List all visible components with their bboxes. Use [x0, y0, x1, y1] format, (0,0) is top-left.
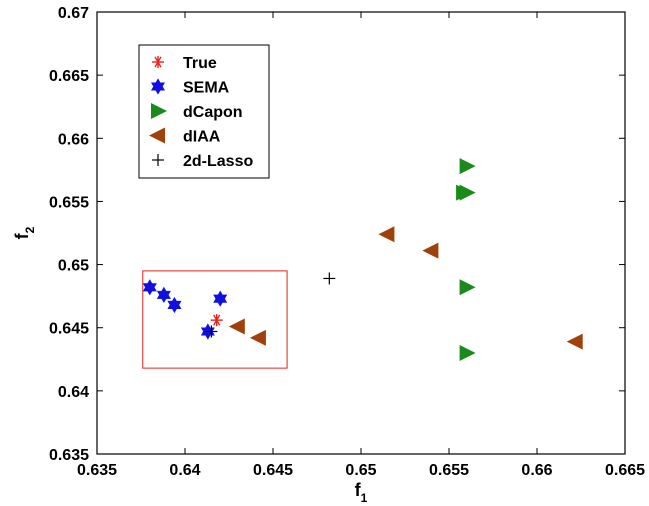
legend-marker-2d-lasso [152, 154, 164, 166]
y-tick-label: 0.67 [58, 5, 89, 22]
diaa-point [378, 226, 395, 243]
dcapon-point [459, 344, 476, 361]
x-tick-label: 0.65 [345, 462, 376, 479]
legend-marker-true [152, 56, 164, 68]
points-layer [142, 158, 583, 361]
dcapon-point [459, 279, 476, 296]
ticks-layer: 0.635 0.64 0.645 0.65 0.655 0.66 0.665 0.635 0.6… [49, 5, 645, 479]
x-axis-label: f1 [355, 480, 368, 505]
true-point [210, 314, 223, 327]
y-tick-label: 0.64 [58, 384, 89, 401]
legend-marker-sema [150, 78, 166, 95]
legend-label-dcapon: dCapon [183, 104, 243, 121]
legend-label-diaa: dIAA [183, 129, 221, 146]
2d-lasso-point [205, 325, 218, 338]
diaa-point [249, 329, 266, 346]
y-tick-label: 0.635 [49, 447, 89, 464]
y-tick-label: 0.645 [49, 321, 89, 338]
dcapon-point [459, 184, 476, 201]
y-tick-label: 0.655 [49, 194, 89, 211]
legend-marker-diaa [149, 127, 165, 144]
x-tick-label: 0.64 [169, 462, 200, 479]
x-tick-label: 0.645 [253, 462, 293, 479]
sema-point [156, 286, 171, 303]
y-tick-label: 0.65 [58, 258, 89, 275]
diaa-point [228, 318, 245, 335]
y-tick-label: 0.66 [58, 131, 89, 148]
sema-point [142, 279, 157, 296]
x-tick-label: 0.635 [77, 462, 117, 479]
2d-lasso-point [323, 272, 336, 285]
dcapon-point [459, 158, 476, 175]
legend-label-2d-lasso: 2d-Lasso [183, 153, 253, 170]
diaa-point [422, 242, 439, 259]
y-axis-label: f2 [12, 226, 37, 239]
sema-point [213, 290, 228, 307]
highlight-box [142, 270, 288, 369]
x-tick-label: 0.66 [521, 462, 552, 479]
x-tick-label: 0.655 [429, 462, 469, 479]
legend-marker-dcapon [151, 103, 167, 119]
sema-point [167, 296, 182, 314]
legend: True SEMA dCapon dIAA 2d-Lasso [138, 44, 270, 179]
highlight-box-layer [142, 270, 288, 369]
diaa-point [566, 333, 583, 350]
legend-label-true: True [183, 55, 217, 72]
legend-label-sema: SEMA [183, 80, 230, 97]
x-tick-label: 0.665 [605, 462, 645, 479]
y-tick-label: 0.665 [49, 68, 89, 85]
